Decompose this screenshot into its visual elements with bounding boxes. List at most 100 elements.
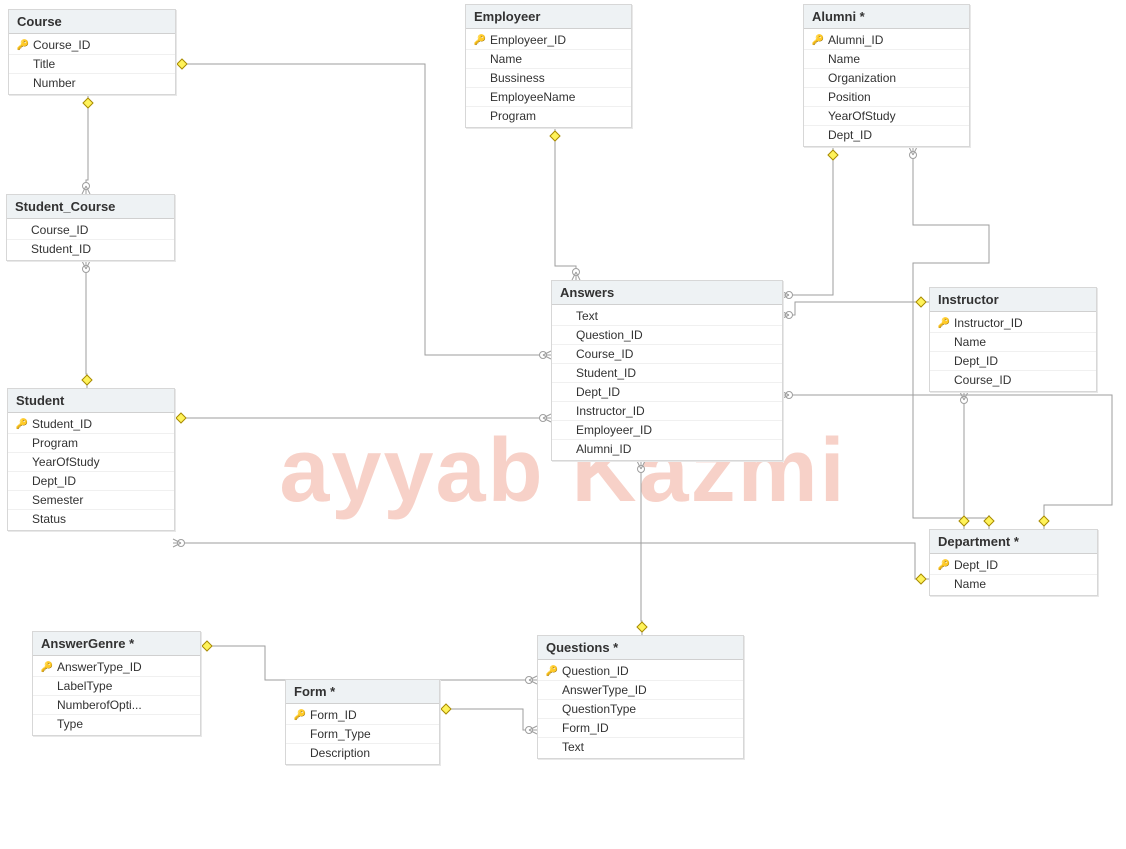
column-name: Bussiness: [488, 71, 545, 85]
table-row[interactable]: Semester: [8, 490, 174, 509]
table-row[interactable]: Name: [930, 574, 1097, 593]
table-row[interactable]: 🔑Form_ID: [286, 706, 439, 724]
table-row[interactable]: Dept_ID: [552, 382, 782, 401]
link-endpoint: [909, 147, 917, 159]
table-row[interactable]: Form_Type: [286, 724, 439, 743]
table-header[interactable]: Alumni *: [804, 5, 969, 29]
table-row[interactable]: Description: [286, 743, 439, 762]
table-row[interactable]: Instructor_ID: [552, 401, 782, 420]
relationship-link: [781, 147, 833, 295]
table-row[interactable]: Type: [33, 714, 200, 733]
table-row[interactable]: 🔑Alumni_ID: [804, 31, 969, 49]
column-name: Alumni_ID: [574, 442, 631, 456]
table-row[interactable]: Name: [930, 332, 1096, 351]
table-header[interactable]: Form *: [286, 680, 439, 704]
table-header[interactable]: Instructor: [930, 288, 1096, 312]
column-name: Employeer_ID: [488, 33, 566, 47]
table-header[interactable]: AnswerGenre *: [33, 632, 200, 656]
table-row[interactable]: Name: [466, 49, 631, 68]
relationship-link: [438, 709, 537, 730]
table-row[interactable]: Name: [804, 49, 969, 68]
table-row[interactable]: YearOfStudy: [804, 106, 969, 125]
table-row[interactable]: Dept_ID: [8, 471, 174, 490]
table-row[interactable]: 🔑Employeer_ID: [466, 31, 631, 49]
table-header[interactable]: Student_Course: [7, 195, 174, 219]
table-row[interactable]: AnswerType_ID: [538, 680, 743, 699]
table-row[interactable]: Number: [9, 73, 175, 92]
link-endpoint: [916, 297, 926, 307]
table-row[interactable]: Status: [8, 509, 174, 528]
pk-icon: 🔑: [15, 40, 31, 51]
table-row[interactable]: Question_ID: [552, 325, 782, 344]
table-row[interactable]: Course_ID: [930, 370, 1096, 389]
table-row[interactable]: Student_ID: [7, 239, 174, 258]
table-row[interactable]: Program: [466, 106, 631, 125]
table-row[interactable]: 🔑Dept_ID: [930, 556, 1097, 574]
table-body: 🔑Course_IDTitle Number: [9, 34, 175, 94]
table-answers[interactable]: AnswersTextQuestion_IDCourse_IDStudent_I…: [551, 280, 783, 461]
table-form[interactable]: Form * 🔑Form_ID Form_Type Description: [285, 679, 440, 765]
table-header[interactable]: Student: [8, 389, 174, 413]
column-name: Course_ID: [952, 373, 1011, 387]
table-department[interactable]: Department * 🔑Dept_IDName: [929, 529, 1098, 596]
table-questions[interactable]: Questions * 🔑Question_ID AnswerType_ID Ques…: [537, 635, 744, 759]
table-row[interactable]: Alumni_ID: [552, 439, 782, 458]
column-name: AnswerType_ID: [560, 683, 647, 697]
table-row[interactable]: QuestionType: [538, 699, 743, 718]
table-student[interactable]: Student 🔑Student_IDProgramYearOfStudyDept…: [7, 388, 175, 531]
table-row[interactable]: EmployeeName: [466, 87, 631, 106]
table-row[interactable]: NumberofOpti...: [33, 695, 200, 714]
pk-icon: 🔑: [810, 35, 826, 46]
table-row[interactable]: 🔑Instructor_ID: [930, 314, 1096, 332]
table-row[interactable]: 🔑Student_ID: [8, 415, 174, 433]
table-row[interactable]: Form_ID: [538, 718, 743, 737]
table-row[interactable]: Employeer_ID: [552, 420, 782, 439]
table-course[interactable]: Course 🔑Course_IDTitle Number: [8, 9, 176, 95]
table-row[interactable]: YearOfStudy: [8, 452, 174, 471]
relationship-link: [86, 261, 87, 388]
table-alumni[interactable]: Alumni * 🔑Alumni_IDName Organization Positi…: [803, 4, 970, 147]
table-row[interactable]: 🔑AnswerType_ID: [33, 658, 200, 676]
table-row[interactable]: Text: [538, 737, 743, 756]
relationship-link: [173, 543, 929, 579]
table-answergenre[interactable]: AnswerGenre *🔑AnswerType_IDLabelTypeNumb…: [32, 631, 201, 736]
column-name: Position: [826, 90, 871, 104]
relationship-link: [641, 461, 642, 635]
column-name: Organization: [826, 71, 896, 85]
table-row[interactable]: Dept_ID: [930, 351, 1096, 370]
column-name: Type: [55, 717, 83, 731]
link-endpoint: [828, 150, 838, 160]
table-body: 🔑AnswerType_IDLabelTypeNumberofOpti... Ty…: [33, 656, 200, 735]
relationship-link: [86, 95, 88, 194]
table-row[interactable]: Program: [8, 433, 174, 452]
table-header[interactable]: Employeer: [466, 5, 631, 29]
link-endpoint: [173, 539, 185, 547]
table-header[interactable]: Course: [9, 10, 175, 34]
table-row[interactable]: Dept_ID: [804, 125, 969, 144]
column-name: Number: [31, 76, 76, 90]
table-row[interactable]: 🔑Question_ID: [538, 662, 743, 680]
table-student_course[interactable]: Student_CourseCourse_IDStudent_ID: [6, 194, 175, 261]
table-header[interactable]: Questions *: [538, 636, 743, 660]
table-row[interactable]: Course_ID: [7, 221, 174, 239]
table-row[interactable]: Course_ID: [552, 344, 782, 363]
table-body: 🔑Form_ID Form_Type Description: [286, 704, 439, 764]
table-header[interactable]: Answers: [552, 281, 782, 305]
table-row[interactable]: Title: [9, 54, 175, 73]
table-row[interactable]: LabelType: [33, 676, 200, 695]
column-name: Form_Type: [308, 727, 371, 741]
table-instructor[interactable]: Instructor 🔑Instructor_IDNameDept_ID Cours…: [929, 287, 1097, 392]
table-header[interactable]: Department *: [930, 530, 1097, 554]
table-row[interactable]: Bussiness: [466, 68, 631, 87]
table-row[interactable]: Organization: [804, 68, 969, 87]
table-row[interactable]: Text: [552, 307, 782, 325]
table-row[interactable]: Position: [804, 87, 969, 106]
table-row[interactable]: Student_ID: [552, 363, 782, 382]
table-body: Course_IDStudent_ID: [7, 219, 174, 260]
link-endpoint: [960, 392, 968, 404]
column-name: YearOfStudy: [826, 109, 896, 123]
table-body: TextQuestion_IDCourse_IDStudent_IDDept_I…: [552, 305, 782, 460]
table-employeer[interactable]: Employeer 🔑Employeer_IDName Bussiness Emplo…: [465, 4, 632, 128]
table-row[interactable]: 🔑Course_ID: [9, 36, 175, 54]
relationship-link: [781, 302, 929, 315]
